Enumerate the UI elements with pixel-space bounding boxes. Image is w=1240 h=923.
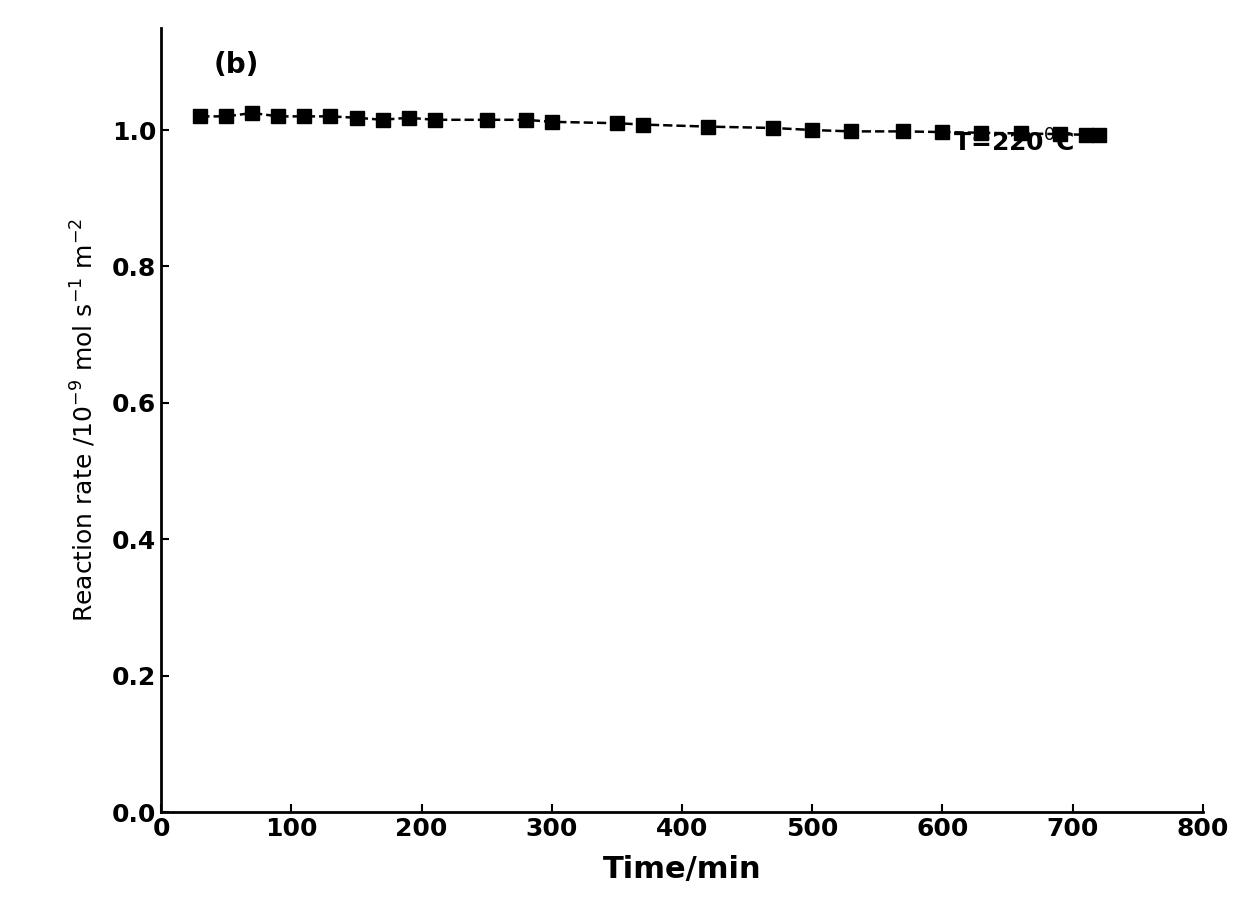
Text: T=220$^0$C: T=220$^0$C	[952, 130, 1074, 157]
Y-axis label: Reaction rate $/10^{-9}$ mol s$^{-1}$ m$^{-2}$: Reaction rate $/10^{-9}$ mol s$^{-1}$ m$…	[69, 218, 98, 622]
X-axis label: Time/min: Time/min	[603, 855, 761, 884]
Text: (b): (b)	[213, 52, 259, 79]
